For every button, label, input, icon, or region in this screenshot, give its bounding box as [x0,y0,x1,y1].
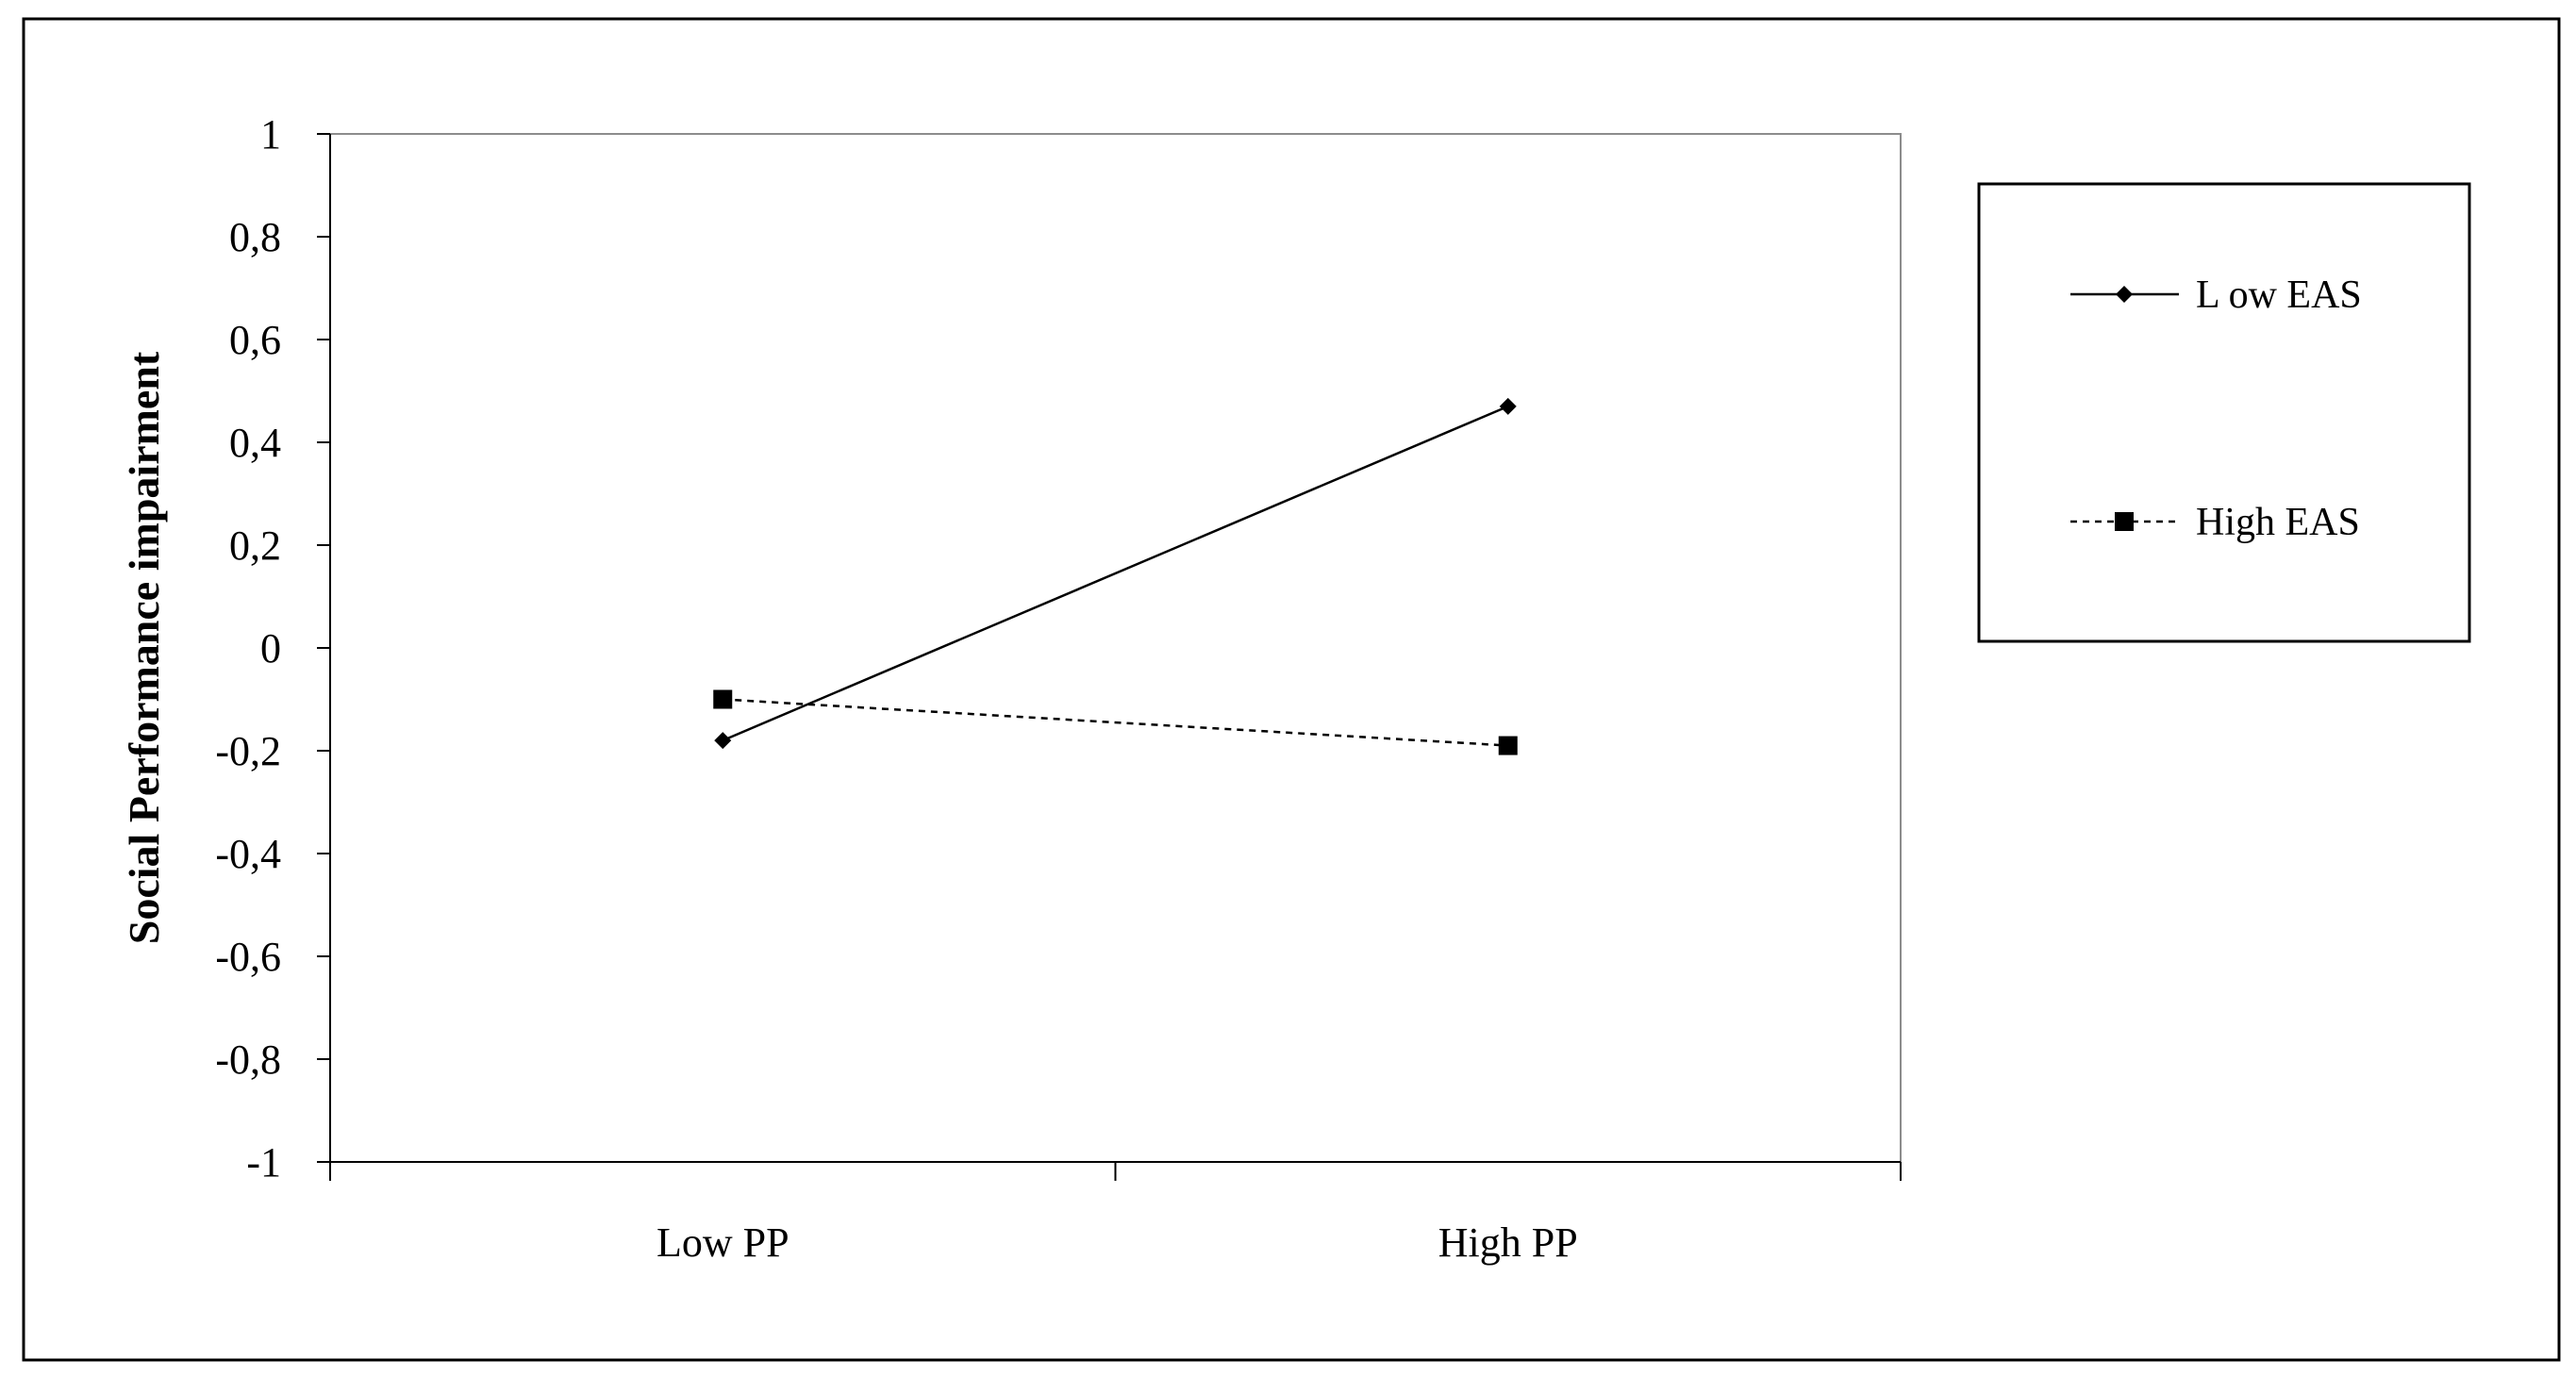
data-point [1498,736,1518,755]
legend-marker [2115,512,2134,531]
y-tick-label: -0,4 [215,831,281,877]
legend-item: High EAS [2070,501,2360,544]
y-tick-label: 0,4 [229,420,281,466]
data-point [1499,397,1517,415]
series-1 [714,397,1517,750]
y-tick-label: -0,2 [215,728,281,774]
legend-marker [2116,286,2133,303]
legend: L ow EAS High EAS [1977,182,2471,643]
legend-items: L ow EAS High EAS [2070,274,2362,544]
series-line [722,405,1509,742]
legend-item: L ow EAS [2070,274,2362,317]
y-tick-label: -0,6 [215,934,281,980]
y-tick-label: 0,6 [229,317,281,363]
y-axis: 1 0,8 0,6 0,4 0,2 0 -0,2 -0,4 -0,6 -0,8 -1 [215,111,331,1186]
x-axis: Low PP High PP [329,1161,1902,1266]
y-tick-label: -0,8 [215,1036,281,1083]
y-tick-label: -1 [246,1139,281,1186]
legend-label: L ow EAS [2196,274,2362,317]
series-2 [713,689,1518,755]
plot-area [329,133,1902,1163]
legend-label: High EAS [2196,501,2360,544]
series-layer [713,397,1518,755]
data-point [713,689,733,709]
y-tick-label: 1 [260,111,281,158]
y-tick-label: 0,2 [229,522,281,569]
legend-box [1977,182,2471,643]
series-line [723,698,1508,747]
data-point [714,732,732,750]
x-tick-label: Low PP [656,1219,789,1266]
y-tick-label: 0 [260,625,281,672]
y-axis-title: Social Performance impairment [120,351,168,944]
y-tick-label: 0,8 [229,214,281,260]
x-tick-label: High PP [1438,1219,1578,1266]
